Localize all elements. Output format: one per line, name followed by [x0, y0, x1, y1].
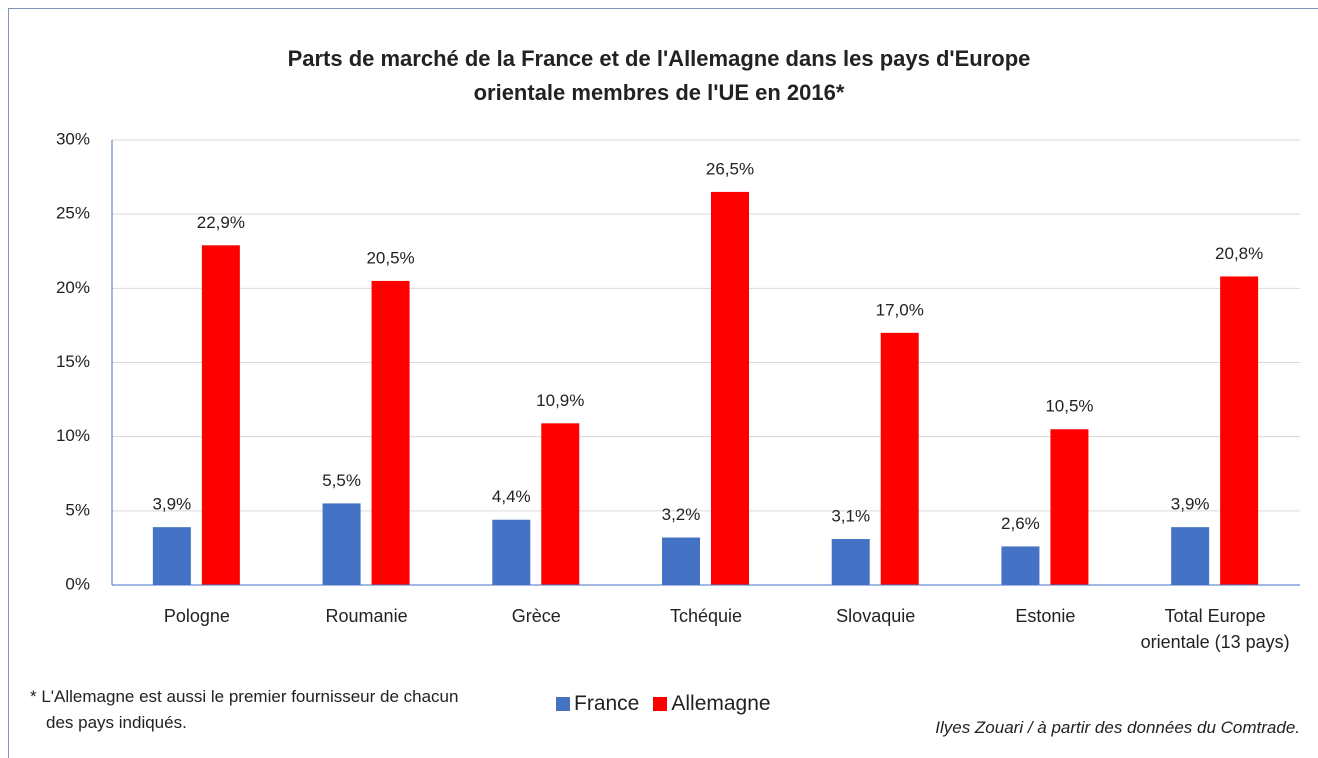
y-tick-label: 25%	[56, 204, 90, 223]
bar	[322, 503, 361, 585]
legend-label: France	[574, 692, 640, 715]
frame	[8, 8, 1318, 758]
y-tick-label: 30%	[56, 129, 90, 148]
value-label: 10,5%	[1045, 397, 1093, 416]
value-label: 3,9%	[152, 495, 191, 514]
legend-item: France	[556, 692, 639, 716]
legend-label: Allemagne	[671, 692, 771, 715]
bar	[880, 332, 919, 585]
value-label: 22,9%	[197, 213, 245, 232]
legend: France Allemagne	[556, 692, 771, 716]
x-tick-label: Total Europe orientale (13 pays)	[1140, 606, 1290, 652]
y-tick-label: 15%	[56, 352, 90, 371]
bar	[541, 423, 580, 585]
x-tick-label: Slovaquie	[836, 606, 916, 626]
bar	[371, 280, 410, 585]
value-label: 5,5%	[322, 471, 361, 490]
value-label: 20,5%	[366, 248, 414, 267]
value-label: 2,6%	[1001, 514, 1040, 533]
bar	[1050, 429, 1089, 585]
value-label: 3,2%	[662, 505, 701, 524]
value-label: 26,5%	[706, 159, 754, 178]
legend-item: Allemagne	[653, 692, 771, 716]
value-label: 4,4%	[492, 487, 531, 506]
bar	[152, 527, 191, 585]
value-label: 3,1%	[831, 507, 870, 526]
bar	[492, 519, 531, 585]
value-label: 10,9%	[536, 391, 584, 410]
source: Ilyes Zouari / à partir des données du C…	[935, 718, 1300, 737]
x-tick-label: Grèce	[511, 606, 561, 626]
chart-title: Parts de marché de la France et de l'All…	[287, 46, 1031, 105]
bar	[831, 539, 870, 585]
y-tick-label: 20%	[56, 278, 90, 297]
value-label: 3,9%	[1171, 495, 1210, 514]
bar	[1171, 527, 1210, 585]
bar	[201, 245, 240, 586]
bar	[662, 537, 700, 585]
bar	[711, 191, 749, 585]
y-tick-label: 0%	[65, 574, 90, 593]
y-tick-label: 10%	[56, 426, 90, 445]
bar	[1220, 276, 1259, 585]
value-label: 17,0%	[876, 300, 924, 319]
value-label: 20,8%	[1215, 244, 1263, 263]
x-tick-label: Tchéquie	[669, 606, 743, 626]
legend-swatch	[653, 697, 668, 711]
x-tick-label: Pologne	[163, 606, 230, 626]
bar	[1001, 546, 1040, 585]
x-tick-label: Estonie	[1015, 606, 1076, 626]
y-tick-label: 5%	[65, 500, 90, 519]
footnote: * L'Allemagne est aussi le premier fourn…	[30, 687, 459, 732]
x-tick-label: Roumanie	[325, 606, 408, 626]
legend-swatch	[556, 697, 570, 711]
